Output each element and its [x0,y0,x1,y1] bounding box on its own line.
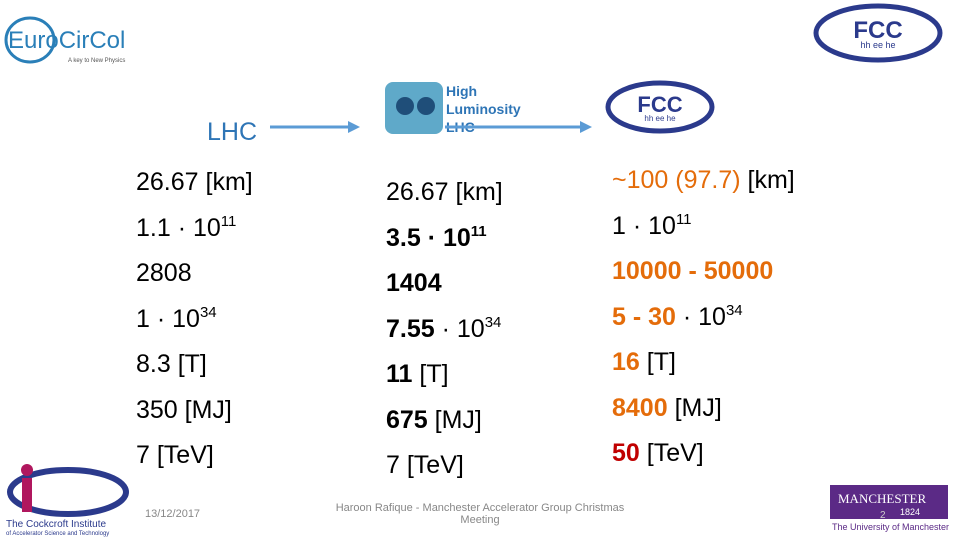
spec-text: [TeV] [639,439,704,467]
manchester-year: 1824 [900,507,920,517]
spec-row: 50 [TeV] [612,431,795,477]
spec-row: 7.55 · 1034 [386,307,503,353]
spec-text: 350 [MJ] [136,395,232,424]
arrow-head [580,121,592,133]
spec-row: 5 - 30 · 1034 [612,295,795,341]
spec-text: 3.5 · 10 [386,223,471,252]
hl-lhc-line: Luminosity [446,101,521,117]
spec-row: 1 · 1011 [612,204,795,250]
spec-text: 1 · 10 [612,211,676,240]
exponent: 34 [484,313,502,331]
spec-text: 1 · 10 [136,304,200,333]
fcc-sub: hh ee he [860,40,895,50]
eurocircol-tagline: A key to New Physics [68,58,125,64]
spec-row: ~100 (97.7) [km] [612,158,795,204]
spec-text: · 10 [675,302,726,331]
spec-row: 8400 [MJ] [612,386,795,432]
fcc-name: FCC [853,17,902,44]
spec-text: 7 [TeV] [136,441,214,469]
spec-text: 10000 - 50000 [612,257,774,285]
exponent: 11 [470,222,487,240]
hl-lhc-dot [417,97,435,115]
page-number: 2 [880,510,886,521]
fcc-sub: hh ee he [644,114,676,123]
spec-text: 16 [612,348,640,376]
spec-row: 2808 [136,251,253,297]
exponent: 11 [675,210,692,228]
spec-text: [MJ] [427,405,482,434]
spec-text: 50 [612,439,640,467]
column: 26.67 [km] 3.5 · 1011 1404 7.55 · 1034 11 [T… [386,170,503,489]
hl-lhc-dot [396,97,414,115]
exponent: 34 [725,301,743,319]
cockcroft-dot [21,464,33,476]
spec-text: 11 [386,360,413,388]
spec-text: 7 [TeV] [386,451,464,479]
spec-text: 675 [386,405,428,434]
hl-lhc-icon [385,82,443,134]
spec-row: 7 [TeV] [386,443,503,489]
cockcroft-ring [7,467,129,517]
spec-row: 1 · 1034 [136,297,253,343]
spec-text: [T] [412,360,449,388]
fcc-ring [605,80,715,134]
cockcroft-sub: of Accelerator Science and Technology [6,531,109,537]
exponent: 11 [220,212,237,230]
spec-row: 350 [MJ] [136,388,253,434]
column: ~100 (97.7) [km] 1 · 1011 10000 - 50000 5 -… [612,158,795,477]
spec-text: 2808 [136,259,192,287]
spec-text: ~100 (97.7) [612,166,741,194]
column: 26.67 [km] 1.1 · 1011 2808 1 · 1034 8.3 [T] 3… [136,160,253,479]
cockcroft-name: The Cockcroft Institute [6,519,106,530]
spec-text: · 10 [434,314,485,343]
spec-text: 26.67 [km] [386,178,503,206]
spec-text: 8400 [612,393,668,422]
spec-row: 26.67 [km] [386,170,503,216]
spec-text: [MJ] [667,393,722,422]
exponent: 34 [199,303,217,321]
column-heading: LHC [207,118,258,146]
spec-text: [km] [740,166,795,194]
manchester-sub: The University of Manchester [832,522,949,532]
spec-text: [T] [639,348,676,376]
hl-lhc-line: High [446,83,477,99]
spec-text: 1.1 · 10 [136,213,221,242]
spec-row: 16 [T] [612,340,795,386]
spec-text: 1404 [386,269,442,297]
spec-row: 3.5 · 1011 [386,216,503,262]
spec-row: 675 [MJ] [386,398,503,444]
manchester-name: MANCHESTER [838,491,926,506]
spec-row: 7 [TeV] [136,433,253,479]
eurocircol-name: EuroCirCol [8,27,125,54]
logo-ring [4,16,56,64]
fcc-ring [813,3,943,63]
spec-row: 26.67 [km] [136,160,253,206]
spec-text: 7.55 [386,314,435,343]
spec-text: 8.3 [T] [136,350,207,378]
spec-text: 26.67 [km] [136,168,253,196]
spec-row: 8.3 [T] [136,342,253,388]
cockcroft-bar [22,478,32,512]
spec-row: 1.1 · 1011 [136,206,253,252]
spec-row: 11 [T] [386,352,503,398]
spec-row: 10000 - 50000 [612,249,795,295]
footer-date: 13/12/2017 [145,508,201,520]
footer-presenter: Haroon Rafique - Manchester Accelerator … [335,502,625,526]
spec-row: 1404 [386,261,503,307]
spec-text: 5 - 30 [612,302,676,331]
fcc-name: FCC [637,92,682,117]
manchester-block [830,485,948,519]
arrow-head [348,121,360,133]
